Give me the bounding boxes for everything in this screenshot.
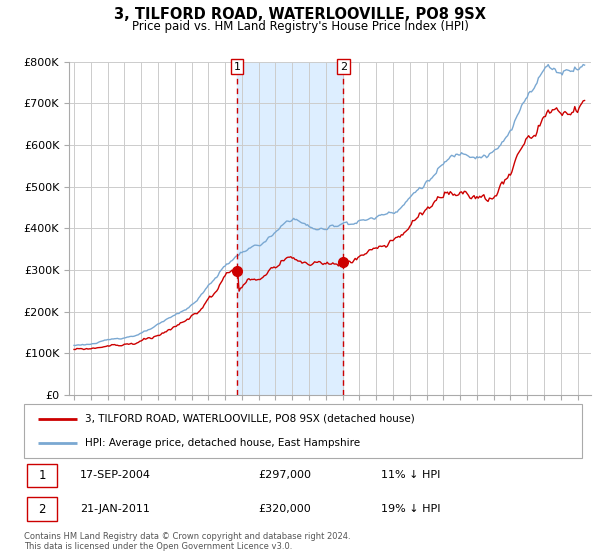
Text: 3, TILFORD ROAD, WATERLOOVILLE, PO8 9SX (detached house): 3, TILFORD ROAD, WATERLOOVILLE, PO8 9SX … — [85, 414, 415, 424]
Text: Price paid vs. HM Land Registry's House Price Index (HPI): Price paid vs. HM Land Registry's House … — [131, 20, 469, 32]
Text: 2: 2 — [340, 62, 347, 72]
FancyBboxPatch shape — [27, 497, 58, 521]
Text: 3, TILFORD ROAD, WATERLOOVILLE, PO8 9SX: 3, TILFORD ROAD, WATERLOOVILLE, PO8 9SX — [114, 7, 486, 22]
Text: 11% ↓ HPI: 11% ↓ HPI — [381, 470, 440, 480]
Text: HPI: Average price, detached house, East Hampshire: HPI: Average price, detached house, East… — [85, 438, 361, 448]
Text: 1: 1 — [38, 469, 46, 482]
Text: 19% ↓ HPI: 19% ↓ HPI — [381, 504, 440, 514]
FancyBboxPatch shape — [27, 464, 58, 487]
Text: 1: 1 — [233, 62, 241, 72]
Text: 17-SEP-2004: 17-SEP-2004 — [80, 470, 151, 480]
Text: £297,000: £297,000 — [259, 470, 311, 480]
Bar — [237, 62, 343, 395]
Text: £320,000: £320,000 — [259, 504, 311, 514]
Text: 21-JAN-2011: 21-JAN-2011 — [80, 504, 149, 514]
Text: Contains HM Land Registry data © Crown copyright and database right 2024.
This d: Contains HM Land Registry data © Crown c… — [24, 532, 350, 552]
Text: 2: 2 — [38, 502, 46, 516]
FancyBboxPatch shape — [24, 404, 582, 458]
